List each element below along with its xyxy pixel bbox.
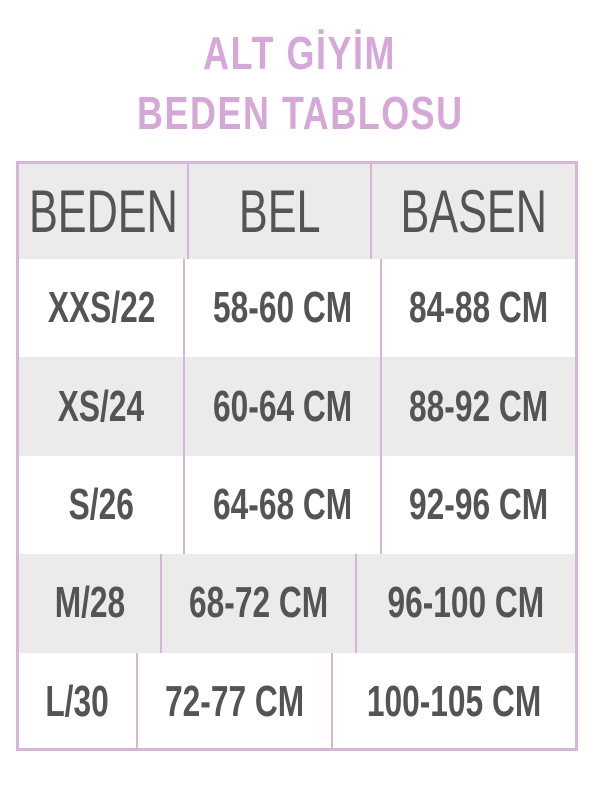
table-cell: 100-105 CM <box>366 676 542 726</box>
table-row: XXS/22 58-60 CM 84-88 CM <box>19 259 575 358</box>
title-line-2: BEDEN TABLOSU <box>136 87 464 139</box>
table-cell: 72-77 CM <box>138 652 333 751</box>
table-cell: 68-72 CM <box>162 554 358 653</box>
table-row: XS/24 60-64 CM 88-92 CM <box>19 357 575 456</box>
table-cell: 92-96 CM <box>408 479 548 529</box>
title-line-1: ALT GİYİM <box>203 27 397 79</box>
header-cell: BEDEN <box>19 164 189 259</box>
table-cell: 84-88 CM <box>408 283 548 333</box>
table-cell: 64-68 CM <box>185 455 382 555</box>
table-header-row: BEDEN BEL BASEN <box>19 164 575 259</box>
table-row: L/30 72-77 CM 100-105 CM <box>19 652 575 751</box>
table-row: S/26 64-68 CM 92-96 CM <box>19 455 575 555</box>
table-cell: XS/24 <box>19 357 186 456</box>
table-cell: M/28 <box>19 554 163 653</box>
table-cell: 96-100 CM <box>387 578 545 628</box>
size-table: BEDEN BEL BASEN XXS/22 58-60 CM 84-88 CM XS… <box>16 161 578 751</box>
table-cell: 60-64 CM <box>185 357 382 456</box>
header-cell: BEL <box>189 164 372 259</box>
table-cell: L/30 <box>19 652 138 751</box>
table-cell: 88-92 CM <box>408 381 548 431</box>
table-row: M/28 68-72 CM 96-100 CM <box>19 554 575 653</box>
table-cell: XXS/22 <box>19 259 186 358</box>
header-cell: BASEN <box>400 178 547 245</box>
table-cell: 58-60 CM <box>185 259 382 358</box>
table-cell: S/26 <box>19 455 186 555</box>
